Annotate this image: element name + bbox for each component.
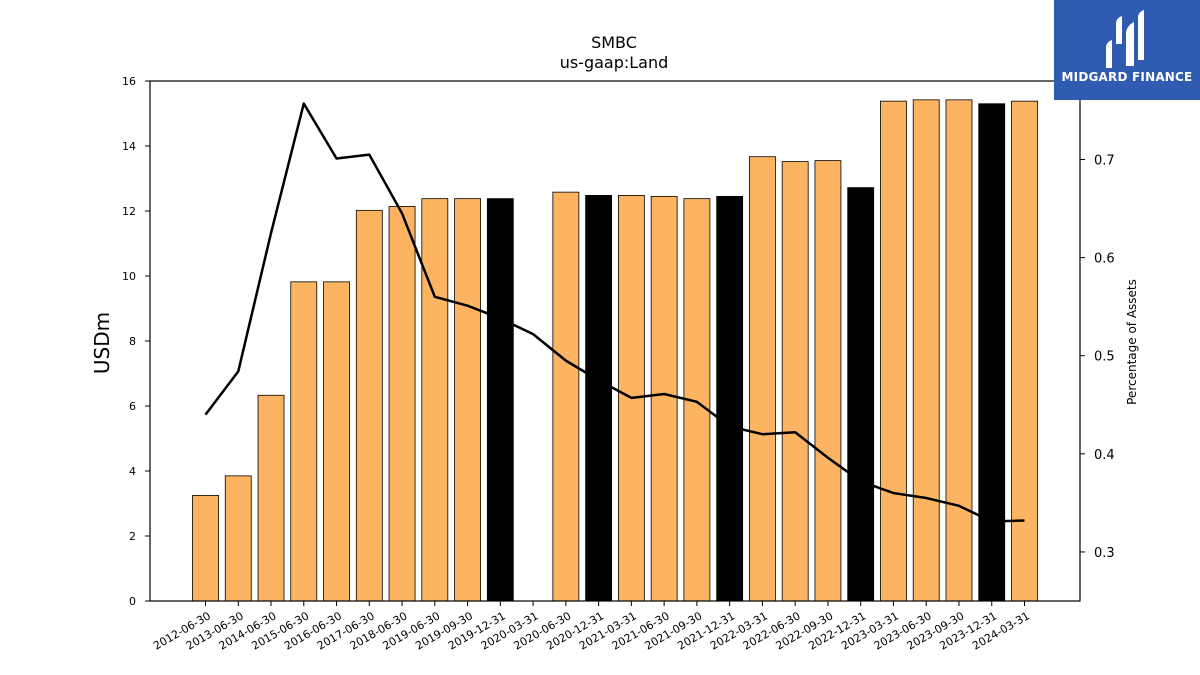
logo-text: MIDGARD FINANCE bbox=[1061, 70, 1193, 84]
y2-tick-label: 0.6 bbox=[1094, 252, 1115, 267]
y2-tick-label: 0.3 bbox=[1094, 546, 1115, 561]
bar bbox=[716, 195, 744, 602]
bar bbox=[945, 99, 973, 602]
bar bbox=[585, 194, 613, 602]
y-tick-label: 6 bbox=[129, 400, 136, 413]
bar bbox=[749, 156, 776, 602]
bar bbox=[486, 198, 514, 602]
y-tick-label: 0 bbox=[129, 595, 136, 608]
bar bbox=[552, 191, 580, 602]
bar bbox=[880, 100, 907, 602]
y2-tick-label: 0.4 bbox=[1094, 448, 1115, 463]
axes: 02468101214160.30.40.50.60.72012-06-3020… bbox=[122, 75, 1115, 653]
bar bbox=[421, 198, 449, 602]
bar bbox=[323, 281, 350, 602]
line-series-path bbox=[204, 102, 1025, 523]
bar bbox=[388, 206, 416, 602]
logo-mark-icon bbox=[1106, 10, 1144, 68]
y-tick-label: 12 bbox=[122, 205, 136, 218]
y2-tick-label: 0.7 bbox=[1094, 153, 1115, 168]
y-tick-label: 2 bbox=[129, 530, 136, 543]
bar bbox=[454, 198, 481, 602]
bar bbox=[781, 161, 809, 602]
bar bbox=[355, 209, 383, 602]
y-tick-label: 14 bbox=[122, 140, 136, 153]
bar bbox=[978, 103, 1006, 602]
y-axis-label: USDm bbox=[90, 312, 114, 374]
chart-title: SMBC bbox=[591, 33, 637, 52]
y2-axis-label: Percentage of Assets bbox=[1125, 279, 1139, 405]
bar bbox=[192, 494, 219, 602]
bar bbox=[257, 394, 285, 602]
y-tick-label: 8 bbox=[129, 335, 136, 348]
y-tick-label: 4 bbox=[129, 465, 136, 478]
bar bbox=[912, 99, 940, 602]
bar bbox=[847, 187, 875, 602]
y2-tick-label: 0.5 bbox=[1094, 350, 1115, 365]
line-series bbox=[204, 102, 1025, 523]
chart-subtitle: us-gaap:Land bbox=[560, 53, 669, 72]
y-tick-label: 16 bbox=[122, 75, 136, 88]
brand-logo: MIDGARD FINANCE bbox=[1054, 0, 1200, 100]
bar bbox=[224, 475, 252, 602]
bar bbox=[650, 195, 678, 602]
bar bbox=[290, 281, 318, 602]
bar-series bbox=[192, 99, 1038, 602]
bar bbox=[814, 160, 842, 602]
y-tick-label: 10 bbox=[122, 270, 136, 283]
bar bbox=[1011, 100, 1038, 602]
